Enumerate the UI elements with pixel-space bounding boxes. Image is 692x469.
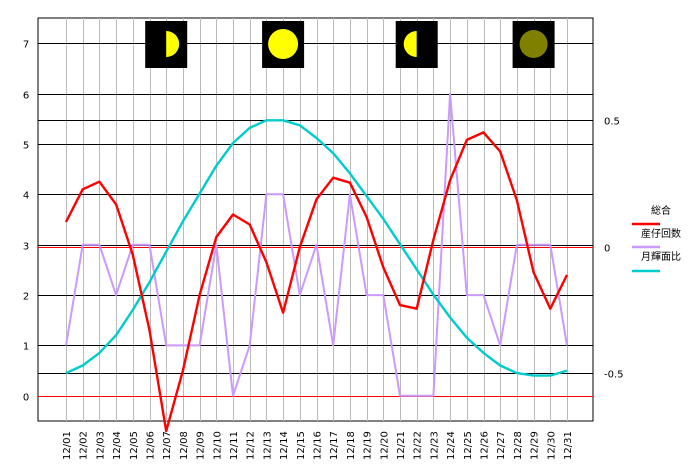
x-tick-label: 12/11 bbox=[229, 431, 240, 460]
x-tick-label: 12/04 bbox=[112, 431, 123, 460]
x-tick-label: 12/02 bbox=[79, 431, 90, 460]
x-tick-label: 12/22 bbox=[413, 431, 424, 460]
x-tick-label: 12/03 bbox=[95, 431, 106, 460]
x-tick-label: 12/16 bbox=[313, 431, 324, 460]
y-tick-label: 3 bbox=[23, 242, 29, 253]
legend-label: 月輝面比 bbox=[641, 251, 681, 263]
x-tick-label: 12/26 bbox=[480, 431, 491, 460]
x-tick-label: 12/30 bbox=[546, 431, 557, 460]
x-tick-label: 12/07 bbox=[162, 431, 173, 460]
x-tick-label: 12/19 bbox=[363, 431, 374, 460]
x-tick-label: 12/15 bbox=[296, 431, 307, 460]
legend-label: 総合 bbox=[651, 204, 671, 217]
x-tick-label: 12/17 bbox=[329, 431, 340, 460]
y-tick-label: 5 bbox=[23, 141, 29, 152]
x-tick-label: 12/29 bbox=[530, 431, 541, 460]
x-tick-label: 12/23 bbox=[429, 431, 440, 460]
y2-tick-label: -0.5 bbox=[604, 370, 624, 381]
y-tick-label: 2 bbox=[23, 292, 29, 303]
axes: 0 1 2 3 4 5 6 7 0.5 0 -0.5 12/01 12/02 12/03 12/04 12/0… bbox=[23, 40, 624, 461]
new-moon-icon bbox=[519, 30, 548, 58]
x-tick-label: 12/06 bbox=[146, 431, 157, 460]
x-tick-label: 12/21 bbox=[396, 431, 407, 460]
full-moon-icon bbox=[268, 29, 299, 59]
y-tick-label: 1 bbox=[23, 342, 29, 353]
x-tick-label: 12/24 bbox=[446, 431, 457, 460]
x-tick-label: 12/05 bbox=[129, 431, 140, 460]
y-tick-label: 7 bbox=[23, 40, 29, 51]
x-tick-label: 12/10 bbox=[212, 431, 223, 460]
legend-label: 産仔回数 bbox=[641, 227, 681, 240]
last-quarter-moon-icon bbox=[403, 31, 417, 57]
y2-tick-label: 0 bbox=[604, 244, 610, 255]
y-tick-label: 0 bbox=[23, 393, 29, 404]
x-tick-label: 12/20 bbox=[379, 431, 390, 460]
first-quarter-moon-icon bbox=[166, 31, 180, 57]
x-tick-label: 12/28 bbox=[513, 431, 524, 460]
x-tick-label: 12/18 bbox=[346, 431, 357, 460]
y2-tick-label: 0.5 bbox=[604, 117, 620, 128]
moon-phase-icons bbox=[145, 21, 555, 68]
series-lines bbox=[64, 92, 569, 433]
series-line-1 bbox=[64, 131, 569, 433]
x-tick-label: 12/01 bbox=[62, 431, 73, 460]
x-tick-label: 12/27 bbox=[496, 431, 507, 460]
series-line-2 bbox=[65, 92, 568, 397]
x-tick-label: 12/12 bbox=[246, 431, 257, 460]
x-tick-label: 12/08 bbox=[179, 431, 190, 460]
x-tick-label: 12/13 bbox=[262, 431, 273, 460]
x-tick-label: 12/14 bbox=[279, 431, 290, 460]
x-tick-label: 12/09 bbox=[196, 431, 207, 460]
y-tick-label: 6 bbox=[23, 91, 29, 102]
y-tick-label: 4 bbox=[23, 191, 29, 202]
x-tick-label: 12/31 bbox=[563, 431, 574, 460]
x-tick-label: 12/25 bbox=[463, 431, 474, 460]
series-line-3 bbox=[65, 119, 568, 377]
